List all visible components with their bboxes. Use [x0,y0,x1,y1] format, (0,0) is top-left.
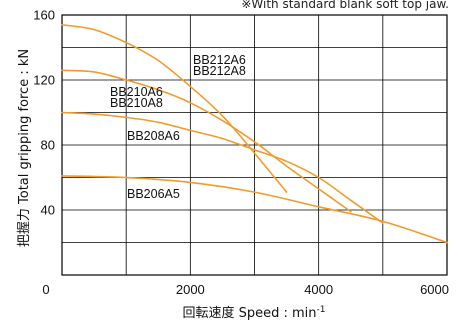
series-label-bb208: BB208A6 [127,129,180,143]
y-axis-title: 把握力 Total gripping force : kN [17,49,32,247]
y-tick-label: 160 [33,8,55,23]
series-label-bb212: BB212A8 [193,64,246,78]
series-line-bb212 [61,24,288,193]
origin-tick-label: 0 [42,282,49,297]
tick-labels: 40 80 120 160 0 2000 4000 6000 [33,8,449,298]
series-label-bb206: BB206A5 [127,187,180,201]
series-label-bb210: BB210A6 [110,85,163,99]
series-label-bb212: BB212A6 [193,53,246,67]
x-axis-title: 回転速度 Speed : min-1 [182,305,325,321]
chart-note: ※With standard blank soft top jaw. [241,0,449,11]
series-line-bb206 [61,175,448,244]
x-tick-label: 2000 [176,282,205,297]
plot-grid [61,14,448,276]
x-tick-label: 6000 [420,282,449,297]
series-line-bb210 [61,69,352,213]
y-tick-label: 120 [33,73,55,88]
series-line-bb208 [61,111,384,224]
y-tick-label: 80 [41,138,55,153]
x-axis-title-superscript: -1 [317,305,326,315]
plot-frame [61,14,448,276]
y-tick-label: 40 [41,203,55,218]
x-tick-label: 4000 [304,282,333,297]
x-axis-title-main: 回転速度 Speed : min [182,305,316,321]
series-label-bb210: BB210A8 [110,96,163,110]
